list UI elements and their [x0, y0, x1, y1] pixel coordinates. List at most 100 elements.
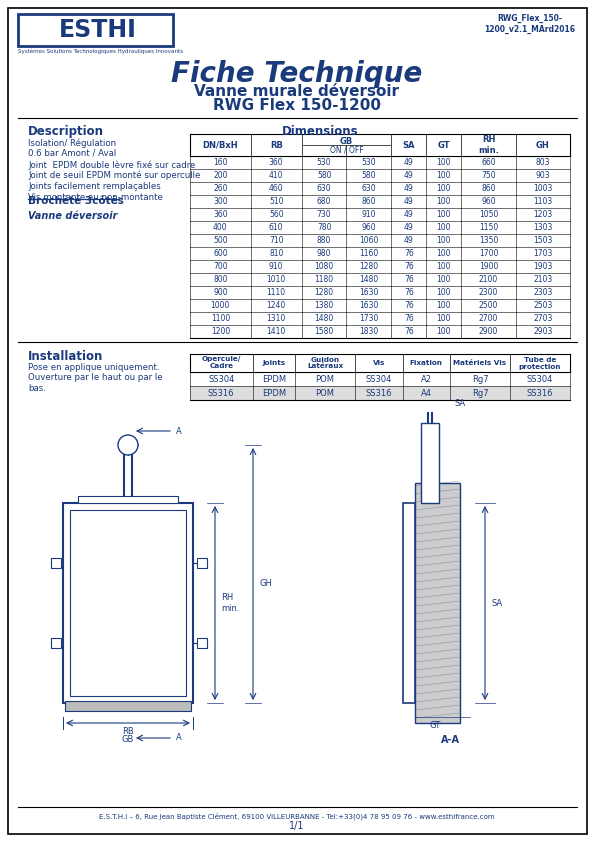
Text: 49: 49: [404, 223, 414, 232]
Text: 76: 76: [404, 327, 414, 336]
Text: 1350: 1350: [479, 236, 498, 245]
Text: 100: 100: [437, 197, 451, 206]
Text: 780: 780: [317, 223, 331, 232]
Text: Dimensions: Dimensions: [282, 125, 359, 138]
Text: 800: 800: [213, 275, 227, 284]
Text: 0.6 bar Amont / Aval: 0.6 bar Amont / Aval: [28, 149, 116, 158]
Text: 100: 100: [437, 314, 451, 323]
Text: SA: SA: [455, 399, 465, 408]
Text: 1580: 1580: [315, 327, 334, 336]
Text: 76: 76: [404, 262, 414, 271]
Text: EPDM: EPDM: [262, 388, 286, 397]
Text: GH: GH: [536, 141, 550, 150]
Text: 600: 600: [213, 249, 228, 258]
Text: 1410: 1410: [267, 327, 286, 336]
Text: 1010: 1010: [267, 275, 286, 284]
Text: 1/1: 1/1: [289, 821, 305, 831]
Text: 160: 160: [213, 158, 227, 167]
Text: 2900: 2900: [479, 327, 498, 336]
Text: SS316: SS316: [365, 388, 392, 397]
Text: 910: 910: [269, 262, 283, 271]
Text: 2100: 2100: [479, 275, 498, 284]
Text: 560: 560: [269, 210, 284, 219]
Text: RB: RB: [122, 727, 134, 736]
Text: RWG Flex 150-1200: RWG Flex 150-1200: [213, 98, 381, 113]
Text: 49: 49: [404, 236, 414, 245]
Text: 803: 803: [536, 158, 550, 167]
Text: 1100: 1100: [211, 314, 230, 323]
Text: 510: 510: [269, 197, 283, 206]
Text: RH
min.: RH min.: [221, 594, 240, 613]
Text: 580: 580: [362, 171, 376, 180]
Text: DN/BxH: DN/BxH: [202, 141, 238, 150]
Text: RH
min.: RH min.: [478, 136, 499, 155]
Text: POM: POM: [315, 388, 334, 397]
Text: Fixation: Fixation: [410, 360, 443, 366]
Bar: [190, 134, 570, 156]
Text: 49: 49: [404, 197, 414, 206]
Text: GB: GB: [340, 136, 353, 146]
Text: 49: 49: [404, 171, 414, 180]
Text: 2700: 2700: [479, 314, 498, 323]
Circle shape: [118, 435, 138, 455]
Text: A-A: A-A: [440, 735, 459, 745]
Text: 750: 750: [481, 171, 496, 180]
Text: Vis montante au non-montante: Vis montante au non-montante: [28, 193, 163, 202]
Bar: [421, 423, 439, 503]
Text: A: A: [176, 427, 181, 435]
Text: 1103: 1103: [533, 197, 553, 206]
Text: Vis: Vis: [372, 360, 385, 366]
Text: Vanne murale déversoir: Vanne murale déversoir: [195, 84, 399, 99]
Text: Systèmes Solutions Technologiques Hydrauliques Innovants: Systèmes Solutions Technologiques Hydrau…: [18, 49, 183, 55]
Bar: [51, 558, 61, 568]
Text: 1380: 1380: [315, 301, 334, 310]
Text: 1703: 1703: [533, 249, 553, 258]
Text: RB: RB: [270, 141, 283, 150]
Text: 1903: 1903: [533, 262, 553, 271]
Text: 1730: 1730: [359, 314, 378, 323]
Text: 76: 76: [404, 288, 414, 297]
Text: E.S.T.H.I – 6, Rue Jean Baptiste Clément, 69100 VILLEURBANNE - Tel:+33(0)4 78 95: E.S.T.H.I – 6, Rue Jean Baptiste Clément…: [99, 813, 495, 820]
Text: 100: 100: [437, 171, 451, 180]
Text: 660: 660: [481, 158, 496, 167]
Bar: [65, 701, 191, 711]
Text: 910: 910: [362, 210, 376, 219]
Text: 100: 100: [437, 288, 451, 297]
Text: 630: 630: [362, 184, 376, 193]
Text: A: A: [176, 733, 181, 743]
Text: 260: 260: [213, 184, 227, 193]
Text: 76: 76: [404, 275, 414, 284]
Text: Joints facilement remplaçables: Joints facilement remplaçables: [28, 182, 161, 191]
Text: 880: 880: [317, 236, 331, 245]
Text: 900: 900: [213, 288, 228, 297]
Text: EPDM: EPDM: [262, 375, 286, 383]
Bar: [51, 638, 61, 648]
Text: 76: 76: [404, 314, 414, 323]
Text: 1700: 1700: [479, 249, 498, 258]
Text: GB: GB: [122, 735, 134, 744]
Text: 980: 980: [317, 249, 331, 258]
Text: 49: 49: [404, 210, 414, 219]
Text: 1480: 1480: [315, 314, 334, 323]
Text: 1110: 1110: [267, 288, 286, 297]
Text: 400: 400: [213, 223, 228, 232]
Bar: [415, 483, 460, 723]
Text: Rg7: Rg7: [472, 388, 488, 397]
Text: 680: 680: [317, 197, 331, 206]
Text: SS304: SS304: [208, 375, 234, 383]
Text: 710: 710: [269, 236, 283, 245]
Text: 2703: 2703: [533, 314, 553, 323]
Text: 2300: 2300: [479, 288, 498, 297]
Bar: [197, 638, 207, 648]
Text: 360: 360: [269, 158, 284, 167]
Bar: [18, 14, 173, 46]
Text: 860: 860: [362, 197, 376, 206]
Text: 903: 903: [536, 171, 550, 180]
Text: 1050: 1050: [479, 210, 498, 219]
Text: 2500: 2500: [479, 301, 498, 310]
Text: A2: A2: [421, 375, 432, 383]
Text: Matériels Vis: Matériels Vis: [453, 360, 506, 366]
Text: 610: 610: [269, 223, 283, 232]
Text: 360: 360: [213, 210, 228, 219]
Text: 200: 200: [213, 171, 227, 180]
